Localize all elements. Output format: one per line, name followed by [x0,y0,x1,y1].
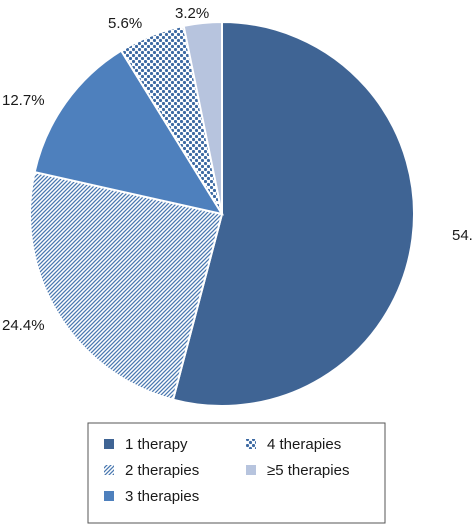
pie-slices [29,20,415,407]
legend-swatch-3-therapies [104,491,114,501]
pie-slice-3-therapies [33,49,225,216]
legend-item-gte-5-therapies: ≥5 therapies [246,462,349,479]
legend-frame [87,422,386,524]
legend-item-2-therapies: 2 therapies [104,462,199,479]
legend-item-3-therapies: 3 therapies [104,488,199,505]
legend-swatch-gte-5-therapies [246,465,256,475]
pie-slice-2-therapies [29,170,224,401]
legend-swatch-4-therapies [246,439,256,449]
pie-labels: 54.1% 24.4% 12.7% 5.6% 3.2% [2,5,474,334]
pie-slice-1-therapy [171,20,415,407]
legend-swatch-2-therapies [104,465,114,475]
legend-label-2-therapies: 2 therapies [125,462,199,479]
slice-label-3-therapies: 12.7% [2,92,45,109]
legend: 1 therapy 2 therapies 3 therapies 4 therapi… [87,422,386,524]
legend-item-1-therapy: 1 therapy [104,436,188,453]
legend-item-4-therapies: 4 therapies [246,436,341,453]
slice-label-2-therapies: 24.4% [2,317,45,334]
legend-swatch-1-therapy [104,439,114,449]
slice-label-1-therapy: 54.1% [452,227,474,244]
slice-label-gte-5-therapies: 3.2% [175,5,209,22]
pie-slice-gte-5-therapies [182,20,223,215]
legend-label-4-therapies: 4 therapies [267,436,341,453]
legend-label-gte-5-therapies: ≥5 therapies [267,462,349,479]
legend-label-1-therapy: 1 therapy [125,436,188,453]
legend-label-3-therapies: 3 therapies [125,488,199,505]
slice-label-4-therapies: 5.6% [108,15,142,32]
